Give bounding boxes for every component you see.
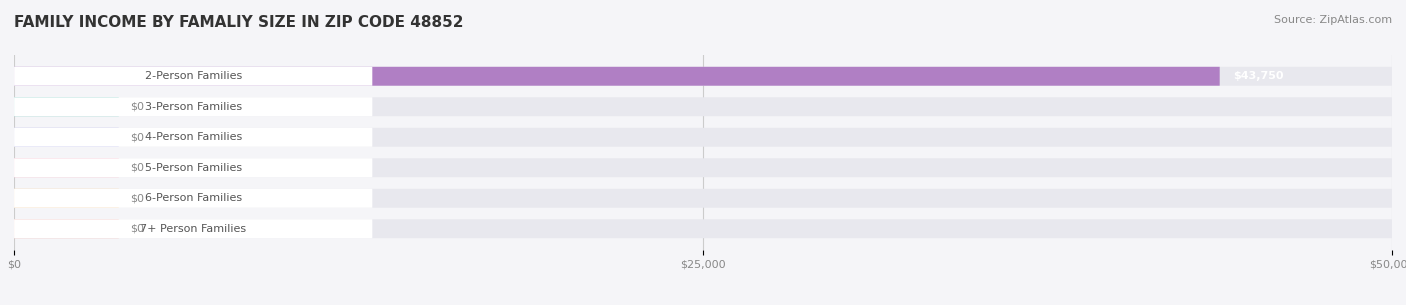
FancyBboxPatch shape bbox=[14, 97, 118, 116]
Text: 6-Person Families: 6-Person Families bbox=[145, 193, 242, 203]
Text: 2-Person Families: 2-Person Families bbox=[145, 71, 242, 81]
FancyBboxPatch shape bbox=[14, 158, 1392, 177]
Text: $0: $0 bbox=[129, 193, 143, 203]
Text: $0: $0 bbox=[129, 132, 143, 142]
FancyBboxPatch shape bbox=[14, 97, 373, 116]
FancyBboxPatch shape bbox=[14, 128, 373, 147]
FancyBboxPatch shape bbox=[14, 189, 373, 208]
FancyBboxPatch shape bbox=[14, 219, 373, 238]
Text: 7+ Person Families: 7+ Person Families bbox=[141, 224, 246, 234]
FancyBboxPatch shape bbox=[14, 189, 118, 208]
FancyBboxPatch shape bbox=[14, 67, 1392, 86]
Text: 3-Person Families: 3-Person Families bbox=[145, 102, 242, 112]
Text: 4-Person Families: 4-Person Families bbox=[145, 132, 242, 142]
Text: 5-Person Families: 5-Person Families bbox=[145, 163, 242, 173]
FancyBboxPatch shape bbox=[14, 219, 118, 238]
FancyBboxPatch shape bbox=[14, 158, 373, 177]
FancyBboxPatch shape bbox=[14, 158, 118, 177]
FancyBboxPatch shape bbox=[14, 128, 118, 147]
Text: $0: $0 bbox=[129, 224, 143, 234]
FancyBboxPatch shape bbox=[14, 67, 373, 86]
Text: $0: $0 bbox=[129, 163, 143, 173]
Text: FAMILY INCOME BY FAMALIY SIZE IN ZIP CODE 48852: FAMILY INCOME BY FAMALIY SIZE IN ZIP COD… bbox=[14, 15, 464, 30]
FancyBboxPatch shape bbox=[14, 67, 1220, 86]
FancyBboxPatch shape bbox=[14, 128, 1392, 147]
FancyBboxPatch shape bbox=[14, 97, 1392, 116]
Text: Source: ZipAtlas.com: Source: ZipAtlas.com bbox=[1274, 15, 1392, 25]
Text: $43,750: $43,750 bbox=[1233, 71, 1284, 81]
FancyBboxPatch shape bbox=[14, 219, 1392, 238]
FancyBboxPatch shape bbox=[14, 189, 1392, 208]
Text: $0: $0 bbox=[129, 102, 143, 112]
